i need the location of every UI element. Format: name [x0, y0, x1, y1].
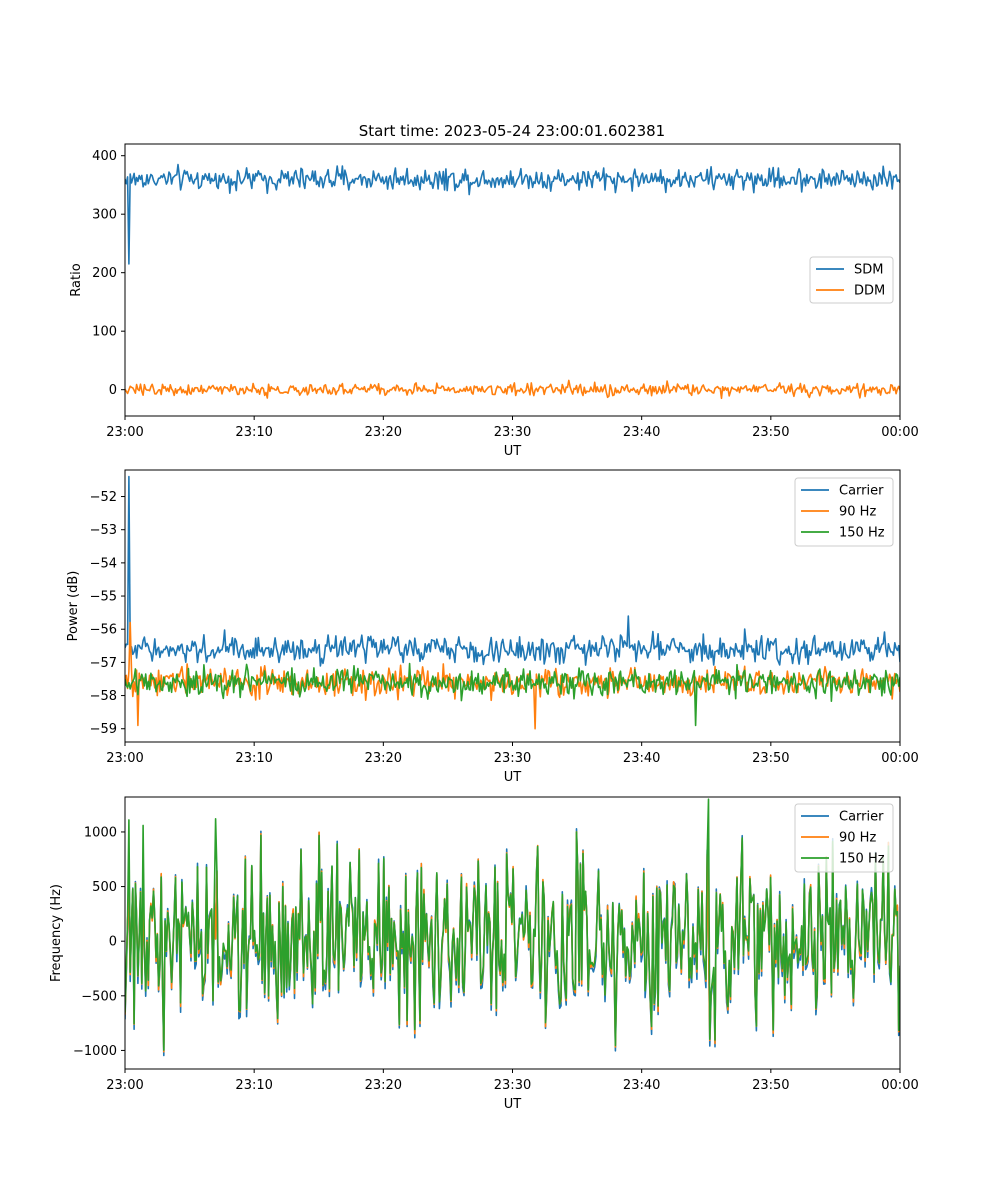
y-tick-label: 200 — [92, 266, 117, 281]
y-tick-label: 500 — [92, 880, 117, 895]
series-group — [125, 798, 900, 1057]
series-line-150-hz — [125, 798, 900, 1051]
x-tick-label: 23:10 — [235, 425, 272, 440]
y-tick-label: −53 — [90, 523, 117, 538]
legend-label: 90 Hz — [839, 831, 876, 846]
y-tick-label: 0 — [109, 935, 117, 950]
series-line-sdm — [125, 163, 900, 265]
x-tick-label: 23:00 — [106, 1078, 143, 1093]
legend: SDM DDM — [809, 256, 894, 304]
x-tick-label: 23:10 — [235, 1078, 272, 1093]
x-tick-label: 23:30 — [494, 751, 531, 766]
x-axis-label: UT — [504, 1097, 522, 1112]
y-tick-label: 100 — [92, 325, 117, 340]
x-tick-label: 23:20 — [365, 751, 402, 766]
y-axis-label: Power (dB) — [66, 571, 81, 642]
legend-label: 150 Hz — [839, 526, 885, 541]
legend-label: 150 Hz — [839, 852, 885, 867]
y-tick-label: 1000 — [84, 825, 117, 840]
series-line-ddm — [125, 379, 900, 400]
y-tick-label: 300 — [92, 208, 117, 223]
subplot-3: 23:00 23:10 23:20 23:30 23:40 23:50 00:00 UT 100… — [49, 796, 919, 1112]
x-tick-label: 23:40 — [623, 1078, 660, 1093]
legend-label: DDM — [854, 284, 885, 299]
x-tick-label: 23:00 — [106, 751, 143, 766]
series-group — [125, 163, 900, 400]
x-tick-label: 23:00 — [106, 425, 143, 440]
y-tick-label: −500 — [81, 989, 117, 1004]
y-tick-label: −58 — [90, 689, 117, 704]
legend-box — [794, 803, 894, 873]
legend: Carrier 90 Hz 150 Hz — [794, 477, 894, 547]
x-tick-label: 23:50 — [752, 751, 789, 766]
figure-title: Start time: 2023-05-24 23:00:01.602381 — [359, 122, 665, 140]
x-tick-label: 23:40 — [623, 425, 660, 440]
series-line-150-hz — [125, 662, 900, 727]
y-tick-label: −59 — [90, 722, 117, 737]
x-tick-label: 23:30 — [494, 425, 531, 440]
series-group — [125, 475, 900, 730]
x-tick-label: 00:00 — [881, 425, 918, 440]
y-tick-label: −57 — [90, 656, 117, 671]
y-axis-label: Ratio — [69, 263, 84, 296]
x-tick-label: 23:40 — [623, 751, 660, 766]
y-tick-label: −52 — [90, 490, 117, 505]
y-tick-label: −55 — [90, 590, 117, 605]
y-tick-label: 0 — [109, 383, 117, 398]
y-axis-label: Frequency (Hz) — [49, 884, 64, 982]
y-tick-label: 400 — [92, 149, 117, 164]
x-axis-label: UT — [504, 444, 522, 459]
legend-box — [794, 477, 894, 547]
legend-label: 90 Hz — [839, 505, 876, 520]
x-axis-label: UT — [504, 770, 522, 785]
legend-label: SDM — [854, 263, 883, 278]
x-tick-label: 23:10 — [235, 751, 272, 766]
series-line-carrier — [125, 475, 900, 667]
x-tick-label: 23:50 — [752, 425, 789, 440]
x-tick-label: 00:00 — [881, 751, 918, 766]
plots-group: 23:00 23:10 23:20 23:30 23:40 23:50 00:00 UT 0 10… — [49, 143, 919, 1112]
legend-label: Carrier — [839, 484, 884, 499]
legend-label: Carrier — [839, 810, 884, 825]
y-tick-label: −1000 — [73, 1044, 117, 1059]
y-tick-label: −56 — [90, 623, 117, 638]
subplot-1: 23:00 23:10 23:20 23:30 23:40 23:50 00:00 UT 0 10… — [69, 143, 919, 459]
y-tick-label: −54 — [90, 556, 117, 571]
x-tick-label: 23:20 — [365, 1078, 402, 1093]
x-tick-label: 23:30 — [494, 1078, 531, 1093]
x-tick-label: 23:50 — [752, 1078, 789, 1093]
legend: Carrier 90 Hz 150 Hz — [794, 803, 894, 873]
x-tick-label: 00:00 — [881, 1078, 918, 1093]
subplot-2: 23:00 23:10 23:20 23:30 23:40 23:50 00:00 UT −52… — [66, 469, 919, 785]
x-tick-label: 23:20 — [365, 425, 402, 440]
